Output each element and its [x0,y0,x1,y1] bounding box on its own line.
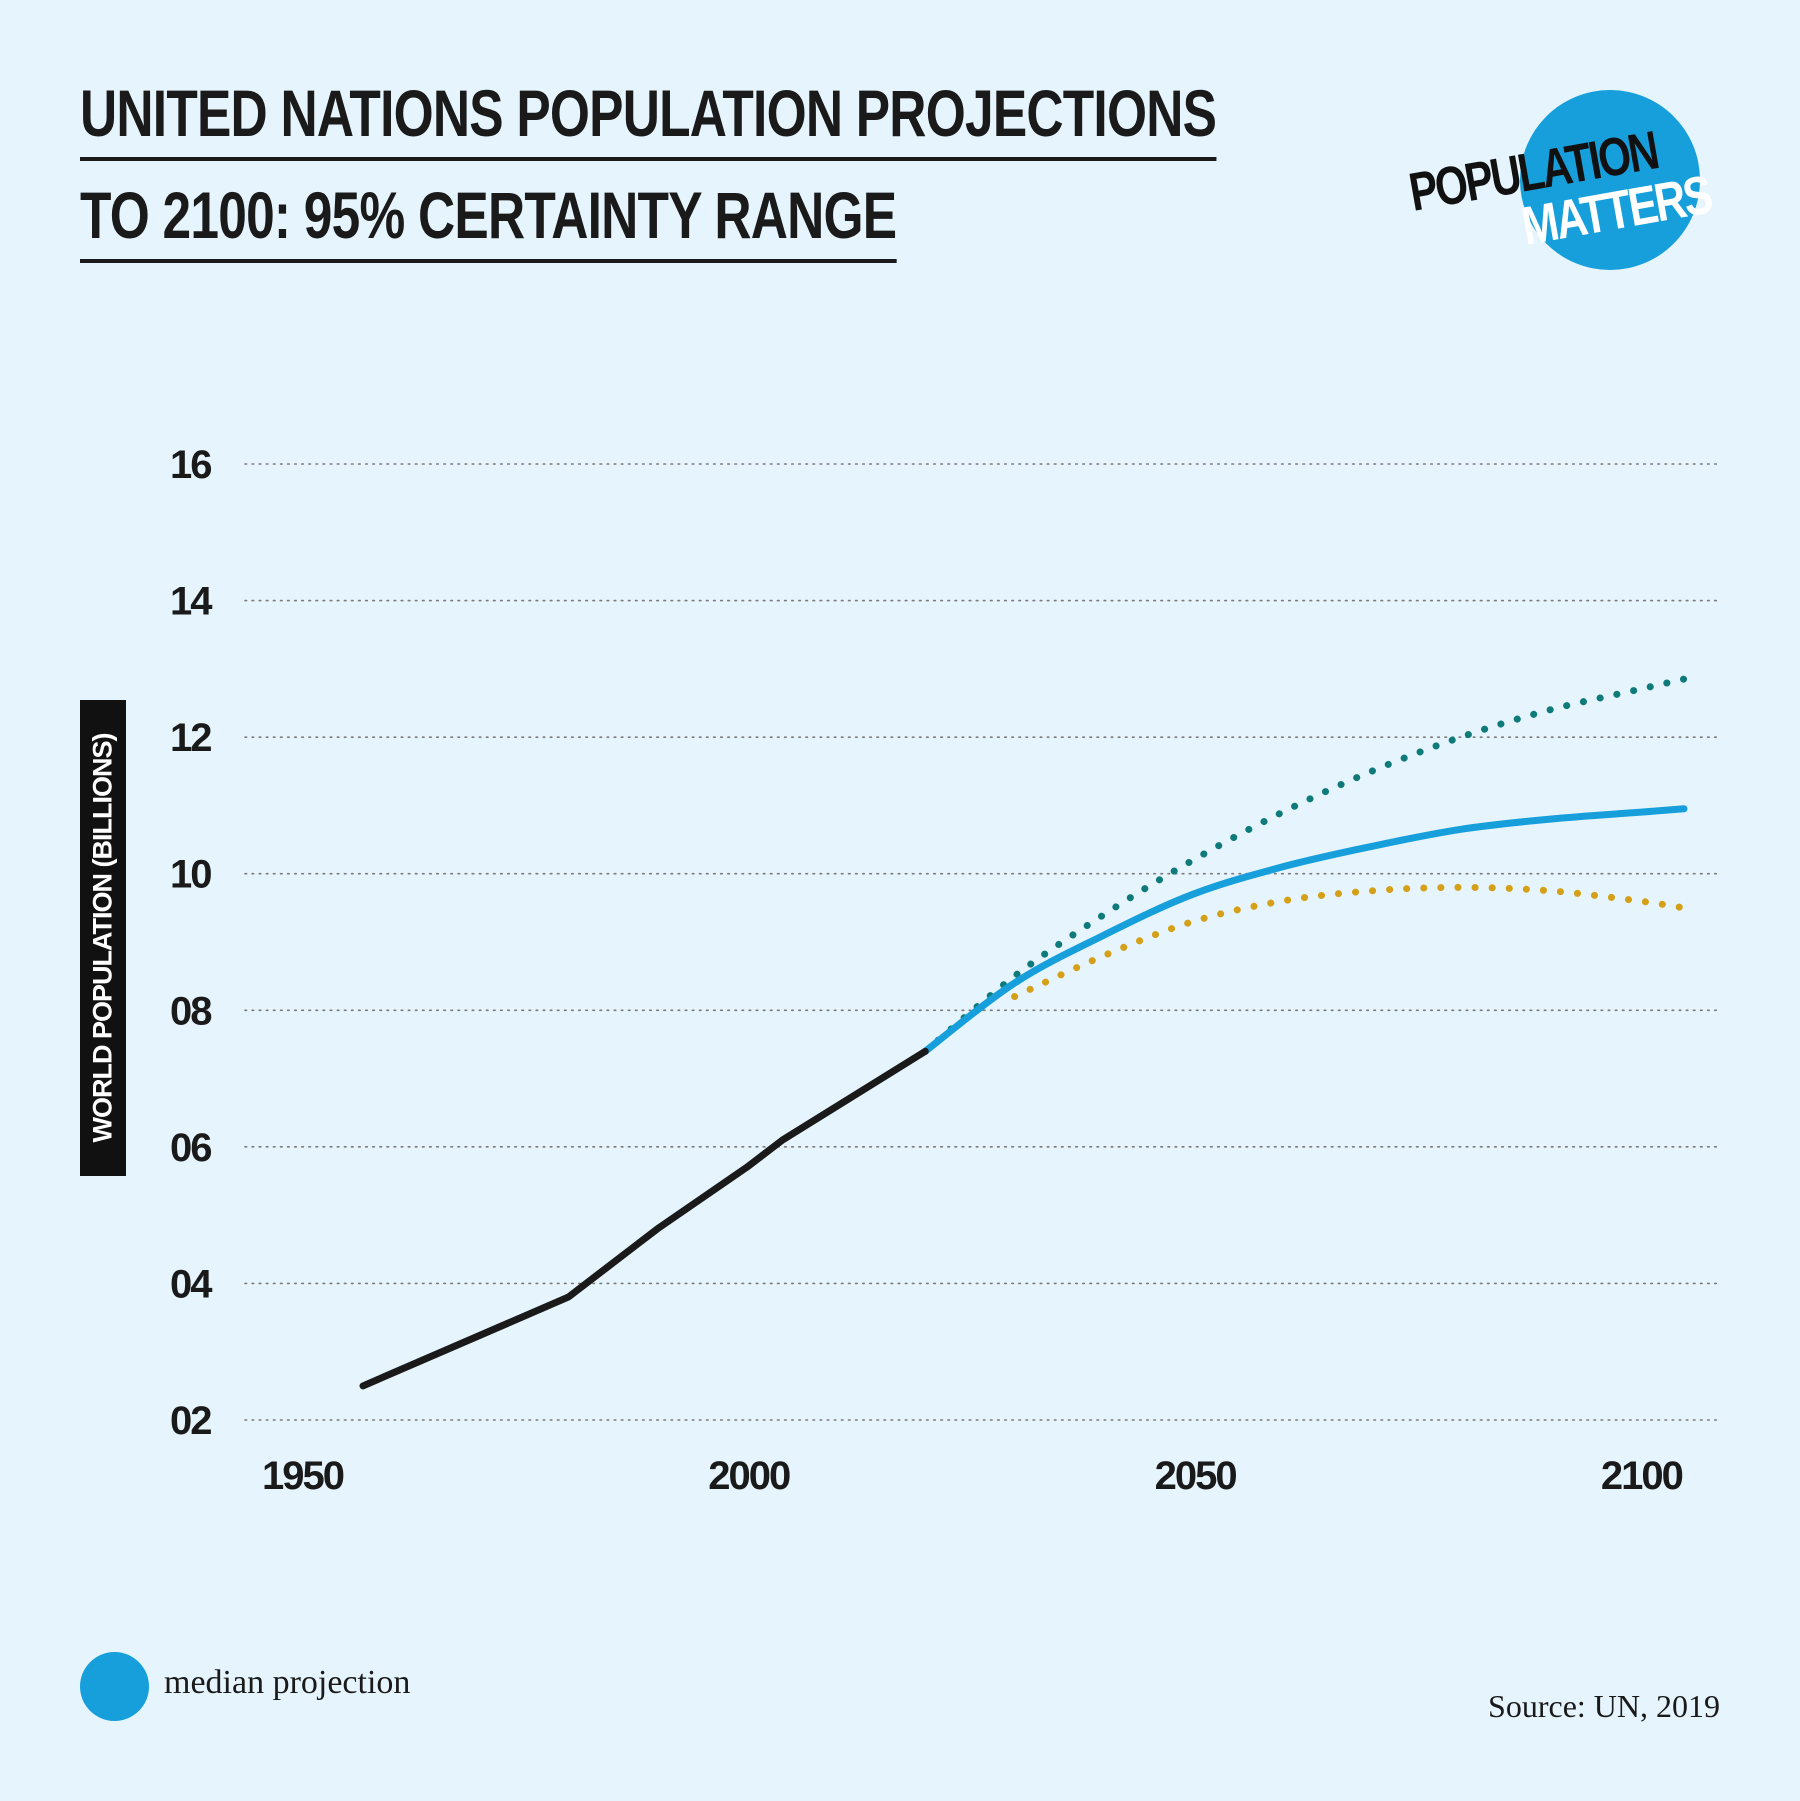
series-line-historical [359,1047,929,1390]
y-axis-ticks: 02 04 06 08 10 12 14 16 [170,443,215,1443]
x-tick-label: 2100 [1601,1454,1683,1498]
series-line-median [921,805,1688,1055]
y-tick-label: 16 [170,443,211,487]
source-note: Source: UN, 2019 [1488,1688,1720,1724]
series-lines [359,675,1688,1390]
series-line-upper [921,675,1688,1055]
x-tick-label: 1950 [262,1454,344,1498]
x-tick-label: 2000 [708,1454,790,1498]
y-axis-label-box [80,700,126,1176]
y-tick-label: 14 [170,580,213,624]
y-tick-label: 08 [170,989,212,1033]
page-title: UNITED NATIONS POPULATION PROJECTIONS TO… [80,62,1217,266]
y-tick-label: 10 [170,853,211,897]
y-tick-label: 02 [170,1399,211,1443]
x-axis-ticks: 1950 2000 2050 2100 [262,1454,1685,1498]
y-tick-label: 12 [170,716,211,760]
y-axis-label: WORLD POPULATION (BILLIONS) [87,733,118,1143]
grid-lines [244,463,1721,1421]
series-line-lower [1011,883,1688,1001]
population-matters-logo: POPULATION MATTERS [1405,90,1716,270]
logo-circle [1520,90,1700,270]
y-tick-label: 04 [170,1262,213,1306]
y-tick-label: 06 [170,1126,211,1170]
x-tick-label: 2050 [1155,1454,1237,1498]
title-line-2: TO 2100: 95% CERTAINTY RANGE [80,171,897,263]
title-line-1: UNITED NATIONS POPULATION PROJECTIONS [80,69,1217,161]
legend-label-median: median projection [164,1664,411,1701]
legend-swatch-median [80,1652,149,1721]
